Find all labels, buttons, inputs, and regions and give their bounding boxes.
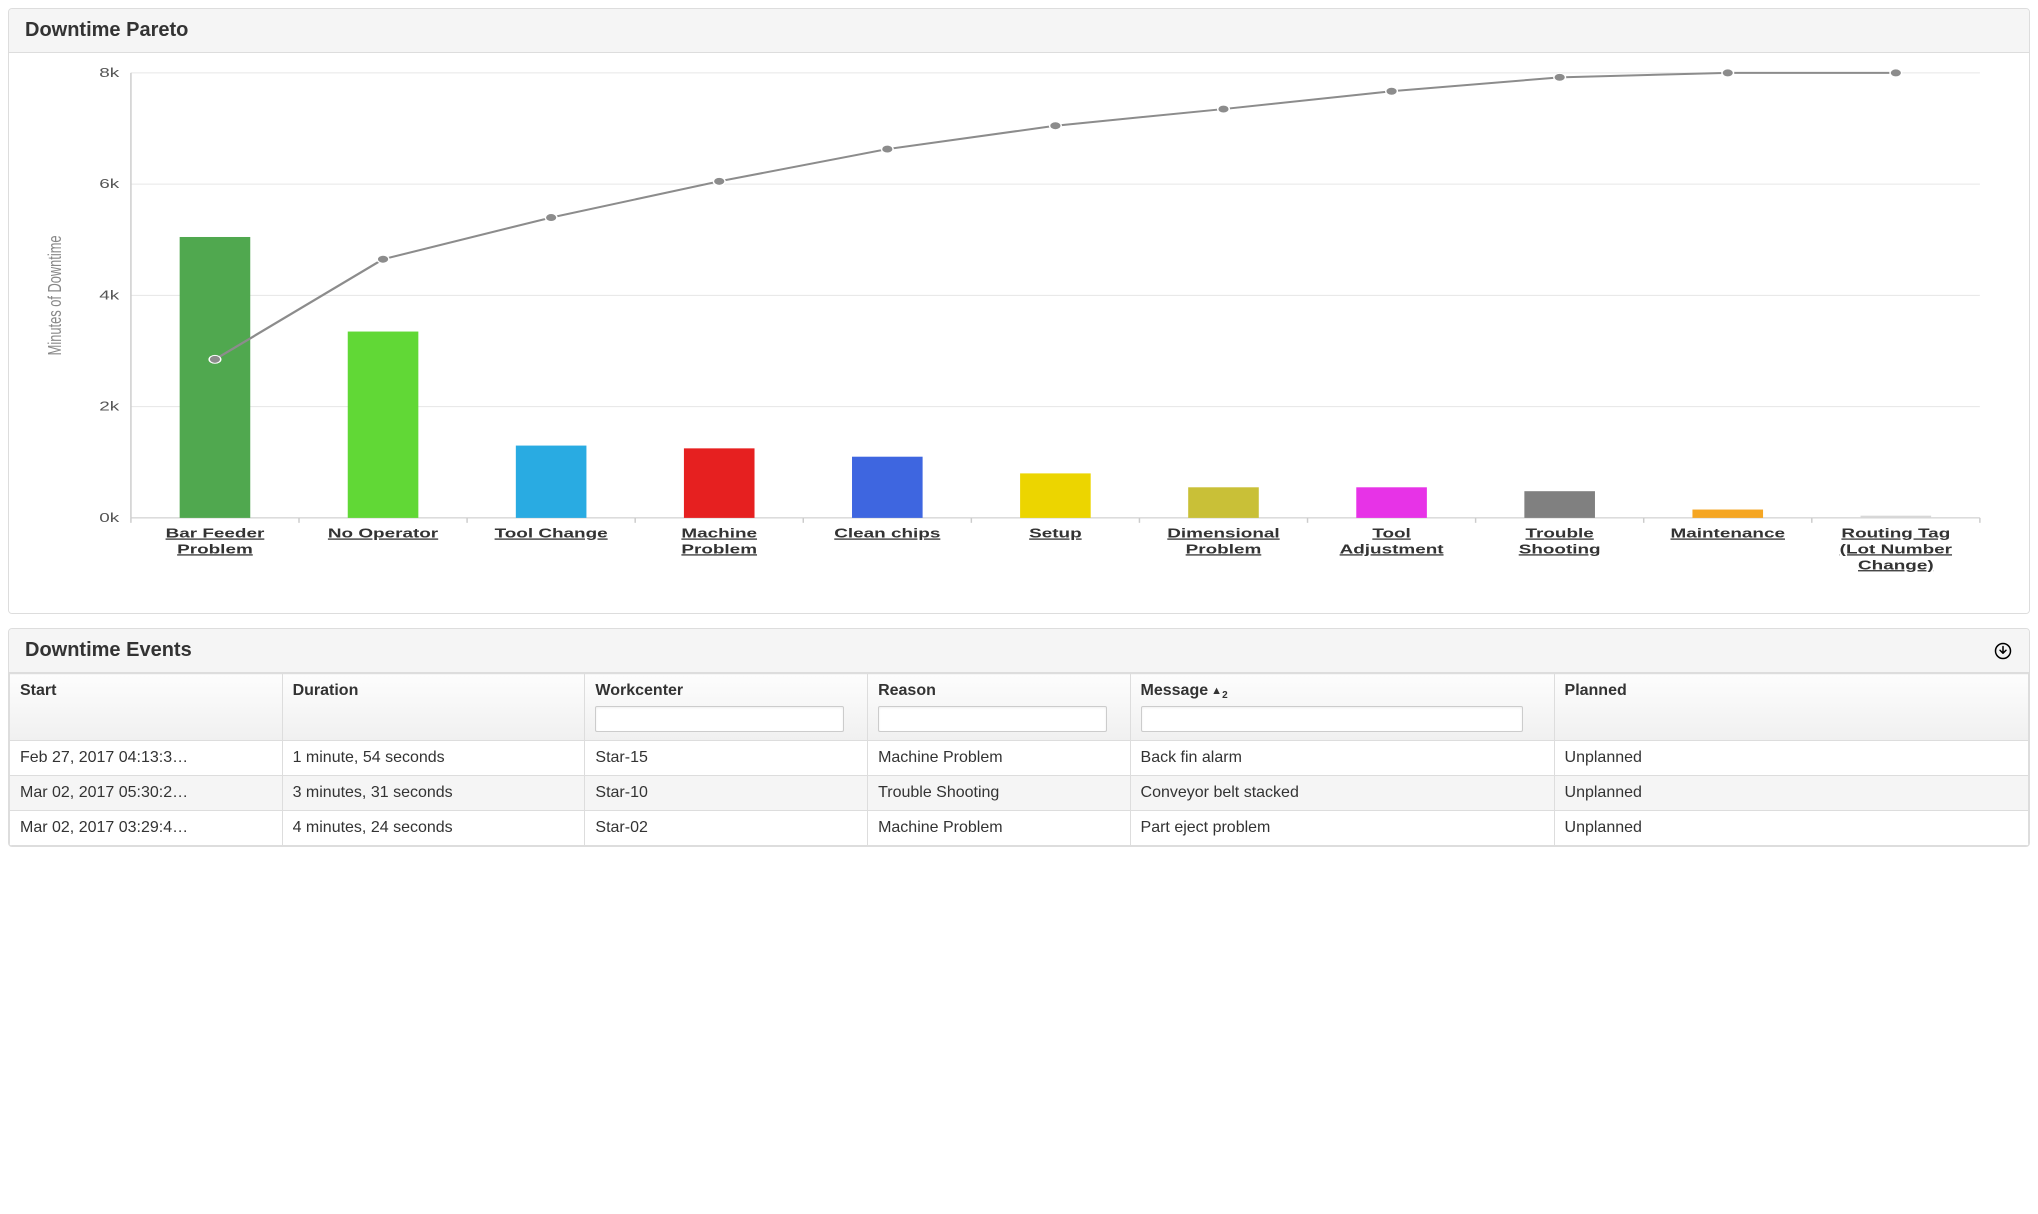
col-label-workcenter[interactable]: Workcenter <box>595 682 857 700</box>
category-label-5[interactable]: Setup <box>1029 527 1082 541</box>
events-table: Start Duration Workcenter Reason Message ▲2 P… <box>9 673 2029 846</box>
bar-7[interactable] <box>1356 487 1427 518</box>
bar-2[interactable] <box>516 446 587 518</box>
sort-priority: 2 <box>1222 690 1228 701</box>
cell-reason: Machine Problem <box>868 811 1130 846</box>
svg-text:2k: 2k <box>99 399 120 413</box>
cell-reason: Machine Problem <box>868 741 1130 776</box>
cell-planned: Unplanned <box>1554 776 2028 811</box>
col-label-duration[interactable]: Duration <box>293 682 575 700</box>
cell-duration: 3 minutes, 31 seconds <box>282 776 585 811</box>
category-label-10[interactable]: (Lot Number <box>1840 542 1953 556</box>
category-label-7[interactable]: Tool <box>1372 527 1410 541</box>
svg-text:4k: 4k <box>99 288 120 302</box>
downtime-pareto-panel: Downtime Pareto 0k 2k 4k 6k 8k Minutes of Dow… <box>8 8 2030 614</box>
sort-indicator-icon: ▲ <box>1208 685 1222 697</box>
category-label-8[interactable]: Trouble <box>1526 527 1594 541</box>
category-label-3[interactable]: Machine <box>681 527 757 541</box>
cumulative-marker-7[interactable] <box>1386 87 1398 95</box>
category-label-0[interactable]: Bar Feeder <box>166 527 266 541</box>
svg-text:8k: 8k <box>99 66 120 80</box>
cumulative-marker-10[interactable] <box>1890 69 1902 77</box>
category-label-9[interactable]: Maintenance <box>1670 527 1785 541</box>
category-label-7[interactable]: Adjustment <box>1340 542 1445 556</box>
bar-9[interactable] <box>1692 510 1763 518</box>
category-label-8[interactable]: Shooting <box>1519 542 1601 556</box>
cumulative-marker-9[interactable] <box>1722 69 1734 77</box>
col-reason[interactable]: Reason <box>868 674 1130 741</box>
col-label-planned[interactable]: Planned <box>1565 682 2018 700</box>
cell-duration: 1 minute, 54 seconds <box>282 741 585 776</box>
cumulative-marker-1[interactable] <box>377 255 389 263</box>
downtime-events-panel: Downtime Events Start Duration Workcenter R… <box>8 628 2030 847</box>
cumulative-marker-3[interactable] <box>713 177 725 185</box>
panel-header: Downtime Pareto <box>9 9 2029 53</box>
category-label-6[interactable]: Problem <box>1186 542 1262 556</box>
cell-message: Back fin alarm <box>1130 741 1554 776</box>
col-label-start[interactable]: Start <box>20 682 272 700</box>
svg-text:Minutes of Downtime: Minutes of Downtime <box>45 235 66 355</box>
bar-3[interactable] <box>684 448 755 518</box>
filter-input-message[interactable] <box>1141 706 1524 732</box>
cell-planned: Unplanned <box>1554 811 2028 846</box>
bar-5[interactable] <box>1020 473 1091 518</box>
cell-start: Mar 02, 2017 05:30:2… <box>10 776 283 811</box>
category-label-10[interactable]: Routing Tag <box>1841 527 1950 541</box>
col-planned[interactable]: Planned <box>1554 674 2028 741</box>
cell-message: Conveyor belt stacked <box>1130 776 1554 811</box>
bar-6[interactable] <box>1188 487 1259 518</box>
panel-header: Downtime Events <box>9 629 2029 673</box>
col-workcenter[interactable]: Workcenter <box>585 674 868 741</box>
cell-start: Feb 27, 2017 04:13:3… <box>10 741 283 776</box>
cell-duration: 4 minutes, 24 seconds <box>282 811 585 846</box>
cell-planned: Unplanned <box>1554 741 2028 776</box>
cell-start: Mar 02, 2017 03:29:4… <box>10 811 283 846</box>
svg-text:0k: 0k <box>99 511 120 525</box>
col-duration[interactable]: Duration <box>282 674 585 741</box>
category-label-4[interactable]: Clean chips <box>834 527 940 541</box>
category-label-3[interactable]: Problem <box>681 542 757 556</box>
table-row[interactable]: Feb 27, 2017 04:13:3…1 minute, 54 second… <box>10 741 2029 776</box>
cumulative-marker-0[interactable] <box>209 355 221 363</box>
category-label-1[interactable]: No Operator <box>328 527 439 541</box>
col-message[interactable]: Message ▲2 <box>1130 674 1554 741</box>
cumulative-marker-2[interactable] <box>545 214 557 222</box>
col-label-message[interactable]: Message ▲2 <box>1141 682 1544 700</box>
svg-text:6k: 6k <box>99 177 120 191</box>
category-label-0[interactable]: Problem <box>177 542 253 556</box>
category-label-10[interactable]: Change) <box>1858 558 1934 572</box>
bar-1[interactable] <box>348 332 419 518</box>
cumulative-marker-8[interactable] <box>1554 73 1566 81</box>
cell-message: Part eject problem <box>1130 811 1554 846</box>
cumulative-marker-6[interactable] <box>1218 105 1230 113</box>
cell-workcenter: Star-10 <box>585 776 868 811</box>
cell-reason: Trouble Shooting <box>868 776 1130 811</box>
panel-title: Downtime Pareto <box>25 19 188 42</box>
download-icon[interactable] <box>1993 641 2013 661</box>
panel-title: Downtime Events <box>25 639 192 662</box>
category-label-2[interactable]: Tool Change <box>495 527 608 541</box>
bar-4[interactable] <box>852 457 923 518</box>
cell-workcenter: Star-02 <box>585 811 868 846</box>
col-label-reason[interactable]: Reason <box>878 682 1119 700</box>
col-start[interactable]: Start <box>10 674 283 741</box>
bar-10[interactable] <box>1861 516 1932 518</box>
filter-input-workcenter[interactable] <box>595 706 844 732</box>
table-row[interactable]: Mar 02, 2017 05:30:2…3 minutes, 31 secon… <box>10 776 2029 811</box>
bar-0[interactable] <box>180 237 251 518</box>
pareto-chart: 0k2k4k6k8kMinutes of DowntimeBar FeederP… <box>9 53 2029 613</box>
cumulative-marker-4[interactable] <box>881 145 893 153</box>
bar-8[interactable] <box>1524 491 1595 518</box>
cell-workcenter: Star-15 <box>585 741 868 776</box>
cumulative-marker-5[interactable] <box>1050 122 1062 130</box>
category-label-6[interactable]: Dimensional <box>1167 527 1279 541</box>
table-row[interactable]: Mar 02, 2017 03:29:4…4 minutes, 24 secon… <box>10 811 2029 846</box>
filter-input-reason[interactable] <box>878 706 1107 732</box>
